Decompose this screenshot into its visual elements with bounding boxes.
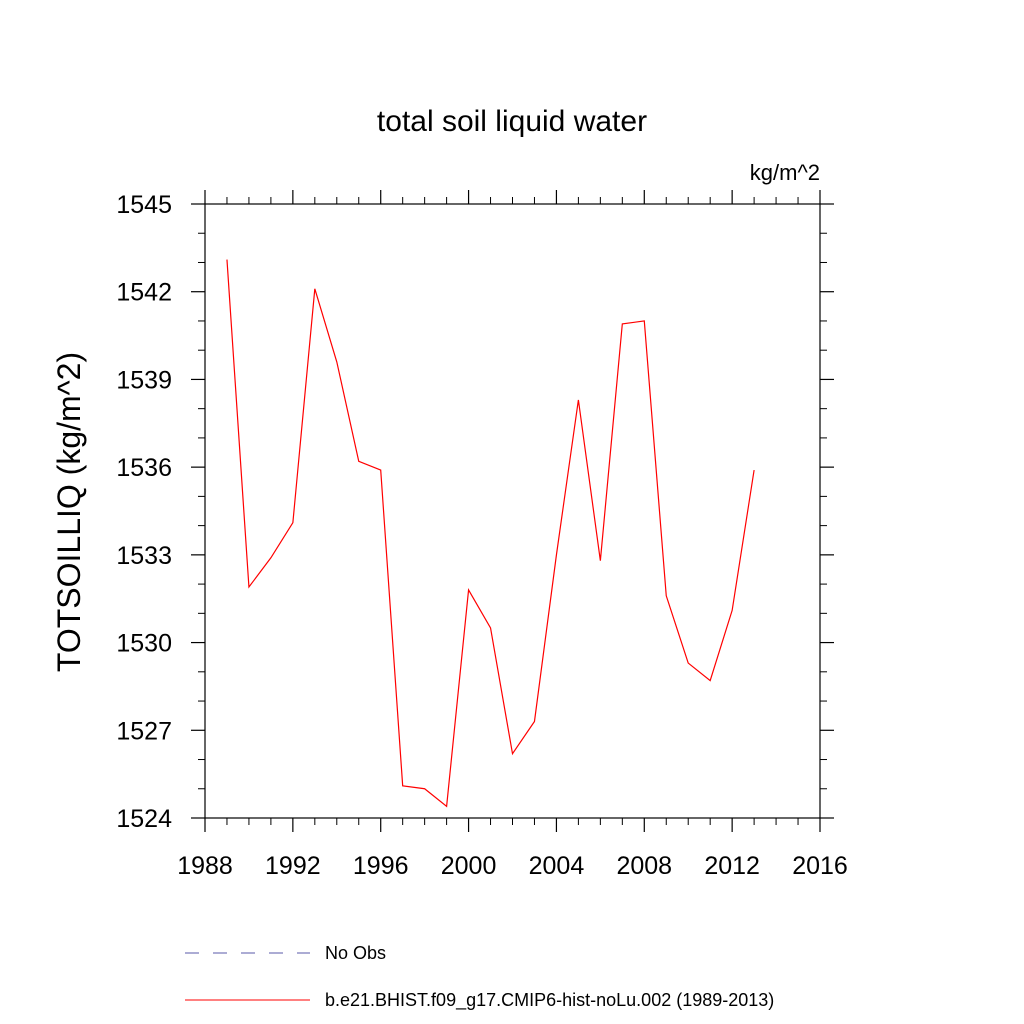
data-point [445, 804, 449, 808]
series-layer [225, 258, 756, 808]
y-tick-label: 1533 [116, 542, 172, 570]
x-tick-label: 2012 [704, 852, 760, 880]
y-tick-label: 1542 [116, 279, 172, 307]
y-tick-label: 1530 [116, 630, 172, 658]
y-tick-label: 1536 [116, 454, 172, 482]
data-point [686, 661, 690, 665]
data-point [401, 784, 405, 788]
x-tick-label: 2008 [616, 852, 672, 880]
data-point [642, 319, 646, 323]
data-point [664, 594, 668, 598]
data-point [291, 521, 295, 525]
y-tick-label: 1545 [116, 191, 172, 219]
x-tick-label: 2004 [529, 852, 585, 880]
y-tick-label: 1539 [116, 366, 172, 394]
y-axis-label: TOTSOILLIQ (kg/m^2) [51, 352, 87, 672]
data-point [269, 556, 273, 560]
data-point [247, 585, 251, 589]
x-tick-label: 1992 [265, 852, 321, 880]
series-line [226, 259, 755, 808]
data-point [511, 752, 515, 756]
units-label: kg/m^2 [750, 160, 820, 185]
data-point [225, 258, 229, 262]
data-point [708, 679, 712, 683]
y-tick-label: 1524 [116, 805, 172, 833]
legend-label: b.e21.BHIST.f09_g17.CMIP6-hist-noLu.002 … [325, 990, 774, 1011]
data-point [379, 468, 383, 472]
data-point [357, 459, 361, 463]
x-tick-label: 1996 [353, 852, 409, 880]
data-point [489, 626, 493, 630]
data-point [532, 720, 536, 724]
data-point [752, 468, 756, 472]
x-tick-label: 1988 [177, 852, 233, 880]
data-point [576, 398, 580, 402]
axes: 1988 1992 1996 2000 2004 2008 2012 2016 1524 1527… [116, 190, 848, 880]
data-point [554, 553, 558, 557]
chart-title: total soil liquid water [377, 105, 647, 138]
data-point [423, 787, 427, 791]
legend: No Obs b.e21.BHIST.f09_g17.CMIP6-hist-noL… [185, 943, 774, 1011]
legend-label: No Obs [325, 943, 386, 963]
data-point [335, 360, 339, 364]
plot-frame [204, 203, 821, 819]
data-point [313, 287, 317, 291]
data-point [730, 608, 734, 612]
x-tick-label: 2016 [792, 852, 848, 880]
data-point [467, 588, 471, 592]
x-tick-label: 2000 [441, 852, 497, 880]
data-point [620, 322, 624, 326]
y-tick-label: 1527 [116, 717, 172, 745]
data-point [598, 559, 602, 563]
